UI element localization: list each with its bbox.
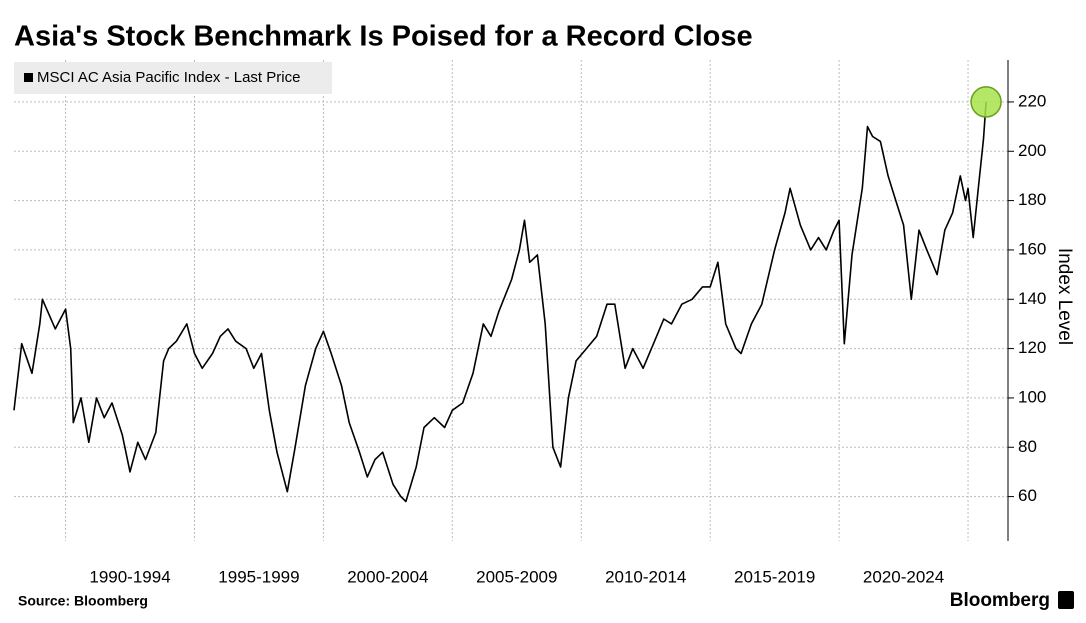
highlight-marker bbox=[970, 86, 1002, 118]
legend-swatch bbox=[24, 73, 33, 82]
y-tick-label: 100 bbox=[1018, 387, 1046, 406]
y-tick-label: 160 bbox=[1018, 239, 1046, 258]
legend-label: MSCI AC Asia Pacific Index - Last Price bbox=[37, 69, 300, 86]
chart-title: Asia's Stock Benchmark Is Poised for a R… bbox=[14, 21, 753, 53]
brand-icon bbox=[1058, 591, 1074, 609]
y-tick-label: 120 bbox=[1018, 338, 1046, 357]
x-tick-label: 2005-2009 bbox=[476, 567, 557, 586]
y-tick-label: 180 bbox=[1018, 190, 1046, 209]
line bbox=[13, 101, 987, 503]
x-tick-label: 1995-1999 bbox=[218, 567, 299, 586]
x-tick-label: 2020-2024 bbox=[863, 567, 944, 586]
x-tick-label: 2010-2014 bbox=[605, 567, 686, 586]
y-tick-label: 60 bbox=[1018, 486, 1037, 505]
x-tick-label: 1990-1994 bbox=[89, 567, 170, 586]
y-tick-label: 200 bbox=[1018, 141, 1046, 160]
x-tick-label: 2000-2004 bbox=[347, 567, 428, 586]
x-tick-label: 2015-2019 bbox=[734, 567, 815, 586]
brand: Bloomberg bbox=[950, 590, 1050, 611]
source: Source: Bloomberg bbox=[18, 593, 148, 609]
y-tick-label: 220 bbox=[1018, 91, 1046, 110]
y-axis-title: Index Level bbox=[1054, 248, 1075, 345]
legend-box bbox=[14, 62, 332, 94]
y-tick-label: 80 bbox=[1018, 437, 1037, 456]
y-tick-label: 140 bbox=[1018, 289, 1046, 308]
